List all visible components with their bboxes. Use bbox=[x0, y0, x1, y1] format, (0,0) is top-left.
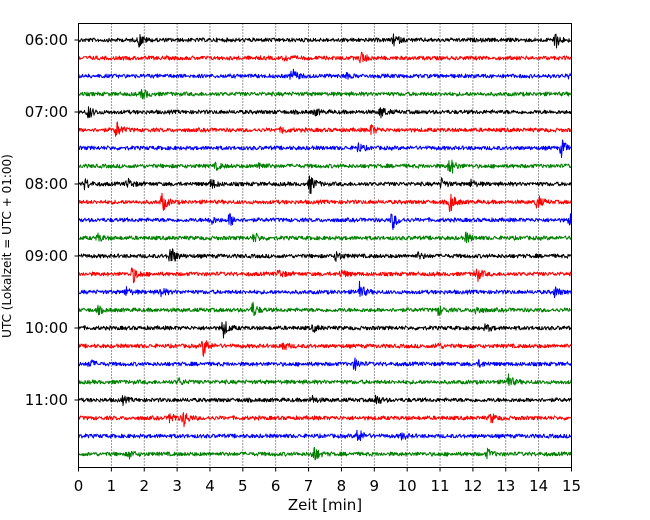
x-tick-label: 14 bbox=[529, 477, 548, 495]
seismogram-trace bbox=[78, 412, 572, 428]
seismogram-trace bbox=[78, 321, 572, 339]
y-tick-label: 10:00 bbox=[25, 319, 68, 337]
seismogram-trace bbox=[78, 340, 572, 357]
seismogram-trace bbox=[78, 192, 572, 212]
x-tick-label: 5 bbox=[238, 477, 248, 495]
seismogram-trace bbox=[78, 106, 572, 119]
seismogram-trace bbox=[78, 373, 572, 386]
x-tick-label: 8 bbox=[337, 477, 347, 495]
seismogram-trace bbox=[78, 429, 572, 442]
seismogram-trace bbox=[78, 446, 572, 461]
y-tick-label: 06:00 bbox=[25, 31, 68, 49]
seismogram-trace bbox=[78, 121, 572, 137]
seismogram-trace bbox=[78, 357, 572, 371]
seismogram-trace bbox=[78, 68, 572, 80]
x-axis-label: Zeit [min] bbox=[288, 496, 362, 514]
y-axis-ticks: 06:00 07:00 08:00 09:00 10:00 11:00 bbox=[25, 31, 79, 409]
seismogram-trace bbox=[78, 280, 572, 299]
x-tick-label: 13 bbox=[496, 477, 515, 495]
x-tick-label: 15 bbox=[562, 477, 581, 495]
x-tick-label: 1 bbox=[107, 477, 117, 495]
seismogram-trace bbox=[78, 139, 572, 159]
x-tick-label: 7 bbox=[304, 477, 314, 495]
seismogram-trace bbox=[78, 159, 572, 174]
seismogram-trace bbox=[78, 175, 572, 194]
seismogram-trace bbox=[78, 248, 572, 262]
y-tick-label: 07:00 bbox=[25, 103, 68, 121]
y-tick-label: 11:00 bbox=[25, 391, 68, 409]
x-tick-label: 0 bbox=[74, 477, 84, 495]
x-tick-label: 11 bbox=[430, 477, 449, 495]
x-tick-label: 12 bbox=[463, 477, 482, 495]
seismogram-trace bbox=[78, 212, 572, 230]
x-tick-label: 3 bbox=[172, 477, 182, 495]
seismogram-trace bbox=[78, 88, 572, 100]
grid-lines bbox=[110, 23, 540, 468]
seismogram-traces bbox=[78, 33, 572, 461]
x-axis-ticks: 0 1 2 3 4 5 6 7 8 9 10 11 12 13 14 15 bbox=[74, 467, 581, 495]
seismogram-trace bbox=[78, 301, 572, 317]
y-tick-label: 08:00 bbox=[25, 175, 68, 193]
x-tick-label: 9 bbox=[370, 477, 380, 495]
seismogram-trace bbox=[78, 33, 572, 49]
y-tick-label: 09:00 bbox=[25, 247, 68, 265]
plot-frame bbox=[78, 23, 572, 468]
seismogram-trace bbox=[78, 51, 572, 64]
x-tick-label: 6 bbox=[271, 477, 281, 495]
y-axis-label: UTC (Lokalzeit = UTC + 01:00) bbox=[0, 154, 14, 338]
x-tick-label: 2 bbox=[139, 477, 149, 495]
seismogram-trace bbox=[78, 231, 572, 244]
x-tick-label: 4 bbox=[205, 477, 215, 495]
seismogram-trace bbox=[78, 394, 572, 406]
seismogram-trace bbox=[78, 267, 572, 284]
x-tick-label: 10 bbox=[398, 477, 417, 495]
